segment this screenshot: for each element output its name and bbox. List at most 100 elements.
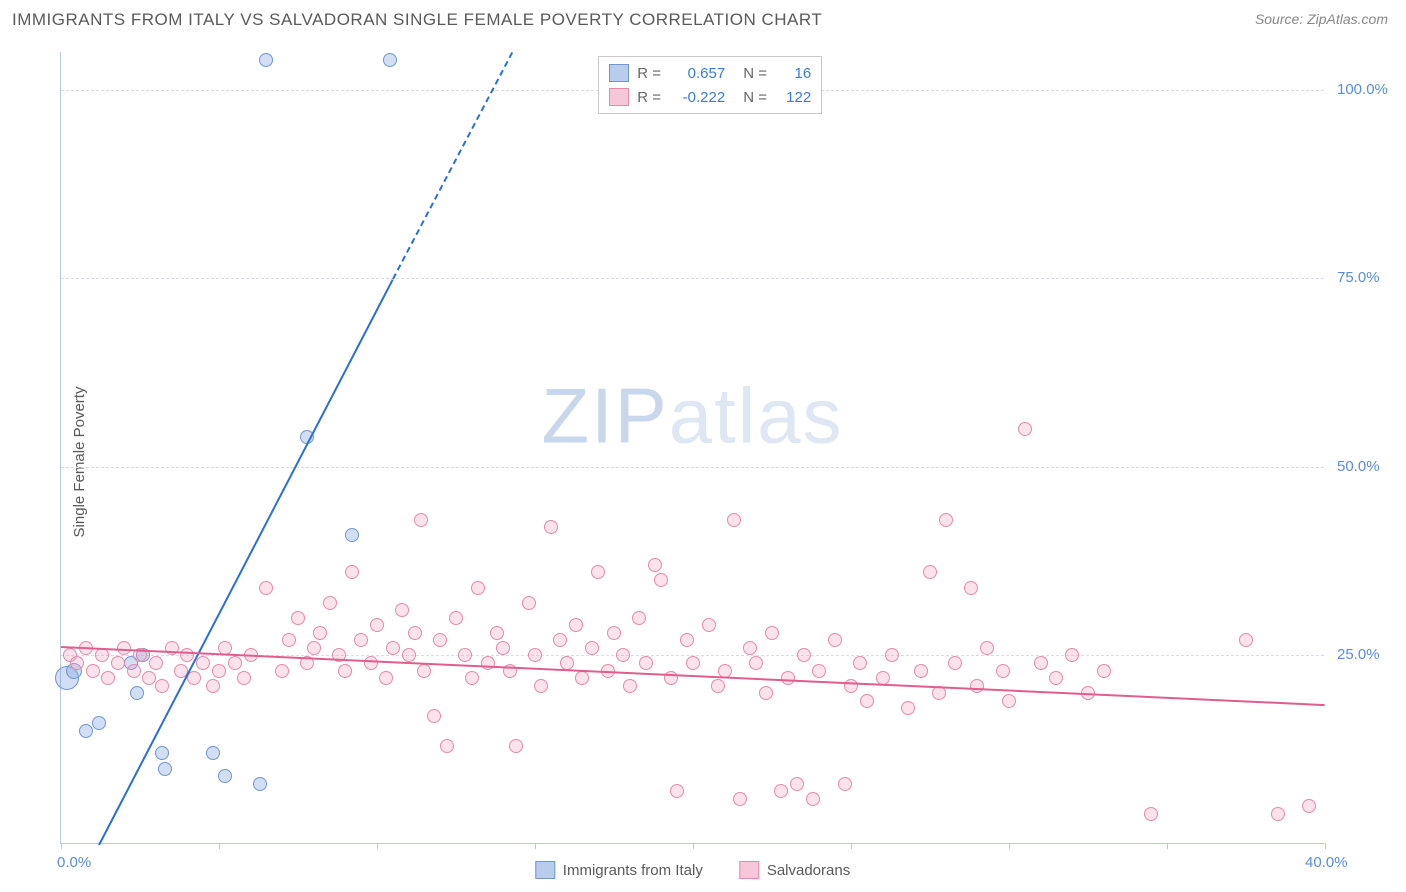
data-point — [1065, 648, 1079, 662]
data-point — [632, 611, 646, 625]
data-point — [670, 784, 684, 798]
data-point — [1034, 656, 1048, 670]
stat-r-label: R = — [637, 89, 663, 106]
data-point — [130, 686, 144, 700]
data-point — [844, 679, 858, 693]
y-tick-label: 100.0% — [1337, 81, 1388, 98]
data-point — [781, 671, 795, 685]
data-point — [149, 656, 163, 670]
data-point — [402, 648, 416, 662]
data-point — [812, 664, 826, 678]
source-attribution: Source: ZipAtlas.com — [1255, 11, 1388, 29]
data-point — [914, 664, 928, 678]
data-point — [458, 648, 472, 662]
data-point — [1018, 422, 1032, 436]
data-point — [433, 633, 447, 647]
correlation-stats-box: R =0.657N =16R =-0.222N =122 — [598, 56, 822, 114]
data-point — [838, 777, 852, 791]
legend-label: Salvadorans — [767, 862, 850, 879]
data-point — [1049, 671, 1063, 685]
data-point — [417, 664, 431, 678]
data-point — [980, 641, 994, 655]
data-point — [1144, 807, 1158, 821]
data-point — [370, 618, 384, 632]
data-point — [253, 777, 267, 791]
data-point — [379, 671, 393, 685]
data-point — [427, 709, 441, 723]
data-point — [765, 626, 779, 640]
data-point — [560, 656, 574, 670]
stat-r-value: 0.657 — [671, 65, 725, 82]
series-swatch — [609, 64, 629, 82]
data-point — [212, 664, 226, 678]
data-point — [237, 671, 251, 685]
data-point — [585, 641, 599, 655]
data-point — [797, 648, 811, 662]
legend-swatch — [739, 861, 759, 879]
data-point — [395, 603, 409, 617]
data-point — [553, 633, 567, 647]
data-point — [259, 53, 273, 67]
data-point — [228, 656, 242, 670]
data-point — [383, 53, 397, 67]
y-tick-label: 25.0% — [1337, 646, 1380, 663]
data-point — [1239, 633, 1253, 647]
data-point — [860, 694, 874, 708]
data-point — [127, 664, 141, 678]
data-point — [440, 739, 454, 753]
data-point — [386, 641, 400, 655]
data-point — [345, 565, 359, 579]
data-point — [323, 596, 337, 610]
data-point — [569, 618, 583, 632]
data-point — [92, 716, 106, 730]
data-point — [534, 679, 548, 693]
data-point — [639, 656, 653, 670]
data-point — [774, 784, 788, 798]
data-point — [853, 656, 867, 670]
stat-n-label: N = — [743, 65, 769, 82]
data-point — [607, 626, 621, 640]
gridline — [61, 467, 1324, 468]
data-point — [743, 641, 757, 655]
data-point — [345, 528, 359, 542]
x-tick — [377, 843, 378, 849]
data-point — [544, 520, 558, 534]
trend-line — [98, 279, 394, 846]
data-point — [408, 626, 422, 640]
data-point — [155, 679, 169, 693]
source-name: ZipAtlas.com — [1307, 11, 1388, 27]
x-tick-label: 0.0% — [57, 854, 91, 871]
series-legend: Immigrants from Italy Salvadorans — [535, 861, 850, 879]
data-point — [259, 581, 273, 595]
data-point — [702, 618, 716, 632]
data-point — [275, 664, 289, 678]
x-tick-label: 40.0% — [1305, 854, 1348, 871]
data-point — [790, 777, 804, 791]
data-point — [923, 565, 937, 579]
chart-container: Single Female Poverty ZIPatlas 25.0%50.0… — [12, 42, 1394, 882]
data-point — [727, 513, 741, 527]
data-point — [680, 633, 694, 647]
data-point — [282, 633, 296, 647]
stat-n-value: 16 — [777, 65, 811, 82]
data-point — [449, 611, 463, 625]
data-point — [749, 656, 763, 670]
data-point — [996, 664, 1010, 678]
data-point — [901, 701, 915, 715]
data-point — [759, 686, 773, 700]
stat-n-value: 122 — [777, 89, 811, 106]
data-point — [1302, 799, 1316, 813]
x-tick — [535, 843, 536, 849]
x-tick — [693, 843, 694, 849]
legend-swatch — [535, 861, 555, 879]
legend-label: Immigrants from Italy — [563, 862, 703, 879]
watermark-bold: ZIP — [541, 371, 668, 459]
data-point — [575, 671, 589, 685]
data-point — [939, 513, 953, 527]
data-point — [101, 671, 115, 685]
data-point — [948, 656, 962, 670]
legend-item: Salvadorans — [739, 861, 850, 879]
data-point — [648, 558, 662, 572]
data-point — [364, 656, 378, 670]
x-tick — [219, 843, 220, 849]
